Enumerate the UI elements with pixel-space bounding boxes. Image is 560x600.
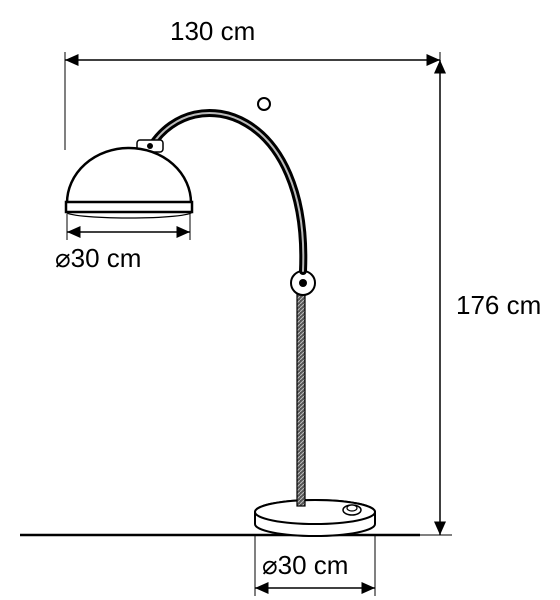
label-base-diameter: ⌀30 cm [262,550,348,581]
label-height: 176 cm [456,290,541,321]
dimension-height [420,60,452,535]
lamp-shade [66,148,192,218]
lamp-pole [297,288,305,506]
label-width: 130 cm [170,16,255,47]
lamp-dimension-diagram: 130 cm 176 cm ⌀30 cm ⌀30 cm [0,0,560,600]
diameter-symbol-icon: ⌀ [262,550,278,580]
diameter-symbol-icon: ⌀ [55,243,71,273]
lamp-base [255,500,375,536]
label-shade-diameter: ⌀30 cm [55,243,141,274]
dimension-width [65,52,440,150]
